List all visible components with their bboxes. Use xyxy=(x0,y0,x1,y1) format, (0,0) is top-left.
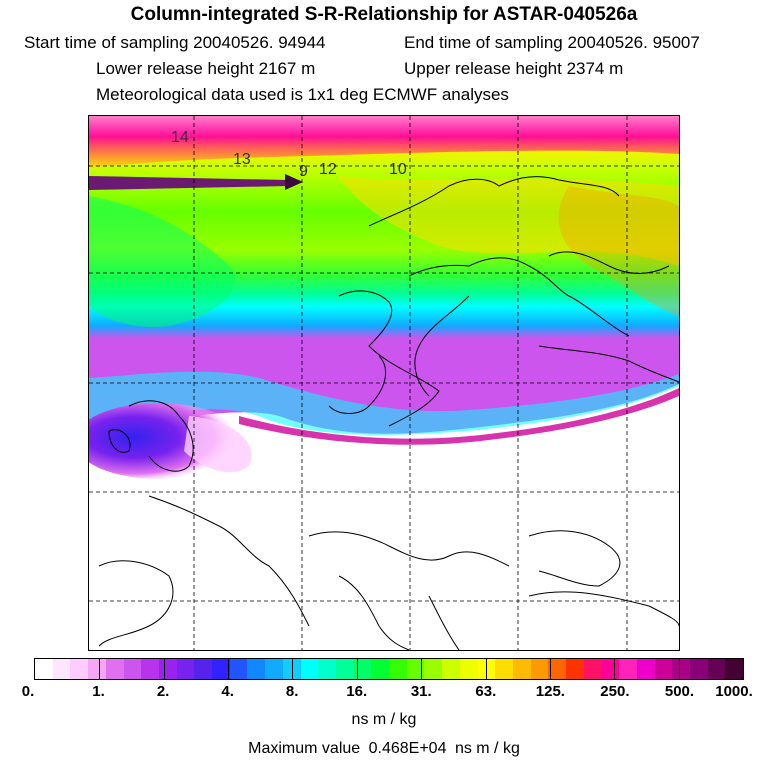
colorbar-separator xyxy=(292,659,294,679)
sensitivity-map: 14 13 12 10 9 xyxy=(88,115,680,651)
colorbar-swatch xyxy=(424,659,443,679)
maximum-value-label: Maximum value xyxy=(248,740,361,757)
map-grid xyxy=(89,116,679,650)
plot-title: Column-integrated S-R-Relationship for A… xyxy=(130,4,638,25)
colorbar-swatch xyxy=(725,659,744,679)
colorbar-tick-label: 31. xyxy=(410,683,432,700)
colorbar-swatch xyxy=(282,659,301,679)
colorbar-tick-label: 125. xyxy=(535,683,565,700)
colorbar-swatch xyxy=(690,659,708,679)
colorbar-swatch xyxy=(442,659,460,679)
colorbar-swatch xyxy=(52,659,71,679)
colorbar-swatch xyxy=(601,659,620,679)
colorbar-units: ns m / kg xyxy=(351,711,417,728)
upper-release-height: Upper release height 2374 m xyxy=(404,59,623,79)
colorbar-swatch xyxy=(566,659,584,679)
end-time: End time of sampling 20040526. 95007 xyxy=(404,33,700,53)
colorbar-swatch xyxy=(194,659,213,679)
colorbar-swatch xyxy=(88,659,106,679)
sensitivity-high-band xyxy=(89,116,679,168)
map-canvas: 14 13 12 10 9 xyxy=(89,116,679,650)
coastlines xyxy=(98,176,679,650)
colorbar-swatch xyxy=(35,659,53,679)
colorbar-swatch xyxy=(247,659,266,679)
sensitivity-orange-east xyxy=(558,186,679,316)
colorbar-separator xyxy=(163,659,165,679)
colorbar-separator xyxy=(485,659,487,679)
start-time-value: 20040526. 94944 xyxy=(193,33,326,52)
lower-height-value: 2167 m xyxy=(258,59,316,78)
colorbar-swatch xyxy=(300,659,319,679)
end-time-value: 20040526. 95007 xyxy=(567,33,700,52)
colorbar-separator xyxy=(678,659,680,679)
lower-release-height: Lower release height 2167 m xyxy=(96,59,315,79)
colorbar xyxy=(34,658,744,680)
colorbar-swatch xyxy=(512,659,531,679)
trajectory-label: 13 xyxy=(233,151,251,168)
sensitivity-green-west xyxy=(89,196,236,327)
colorbar-separator xyxy=(421,659,423,679)
colorbar-swatch xyxy=(707,659,726,679)
upper-height-label: Upper release height xyxy=(404,59,562,78)
colorbar-swatch xyxy=(105,659,124,679)
colorbar-swatch xyxy=(265,659,283,679)
colorbar-tick-label: 8. xyxy=(285,683,299,700)
colorbar-separator xyxy=(549,659,551,679)
trajectory-label: 9 xyxy=(299,163,308,180)
colorbar-tick-label: 0. xyxy=(21,683,35,700)
colorbar-swatch xyxy=(70,659,89,679)
maximum-value: 0.468E+04 xyxy=(368,740,447,757)
sensitivity-yellow-east xyxy=(339,176,679,266)
lower-height-label: Lower release height xyxy=(96,59,254,78)
colorbar-tick-label: 250. xyxy=(600,683,630,700)
trajectory-label: 14 xyxy=(171,129,189,146)
colorbar-separator xyxy=(614,659,616,679)
end-time-label: End time of sampling xyxy=(404,33,563,52)
colorbar-separator xyxy=(356,659,358,679)
maximum-value-units: ns m / kg xyxy=(454,740,520,757)
trajectory-label: 10 xyxy=(389,161,407,178)
colorbar-swatch xyxy=(353,659,372,679)
colorbar-separator xyxy=(99,659,101,679)
colorbar-swatch xyxy=(123,659,142,679)
colorbar-swatch xyxy=(495,659,513,679)
maximum-value-line: Maximum value 0.468E+04 ns m / kg xyxy=(0,740,768,758)
start-time-label: Start time of sampling xyxy=(24,33,189,52)
sensitivity-pink-tail xyxy=(184,416,252,473)
colorbar-swatch xyxy=(158,659,177,679)
colorbar-separator xyxy=(228,659,230,679)
colorbar-tick-label: 2. xyxy=(156,683,170,700)
colorbar-swatch xyxy=(654,659,673,679)
upper-height-value: 2374 m xyxy=(566,59,624,78)
meteorological-data-line: Meteorological data used is 1x1 deg ECMW… xyxy=(96,85,509,104)
colorbar-swatch xyxy=(176,659,195,679)
colorbar-tick-label: 1000. xyxy=(715,683,753,700)
colorbar-tick-label: 16. xyxy=(346,683,368,700)
colorbar-swatch xyxy=(212,659,230,679)
colorbar-swatch xyxy=(459,659,478,679)
colorbar-tick-label: 4. xyxy=(221,683,234,700)
colorbar-tick-label: 1. xyxy=(92,683,105,700)
colorbar-tick-label: 63. xyxy=(475,683,497,700)
colorbar-swatch xyxy=(389,659,407,679)
start-time: Start time of sampling 20040526. 94944 xyxy=(24,33,326,53)
colorbar-swatch xyxy=(229,659,248,679)
colorbar-swatch xyxy=(548,659,567,679)
colorbar-swatch xyxy=(530,659,549,679)
colorbar-swatch xyxy=(141,659,159,679)
colorbar-tick-label: 500. xyxy=(664,683,695,700)
colorbar-swatch xyxy=(371,659,390,679)
colorbar-swatch xyxy=(318,659,336,679)
trajectory-arrow-head xyxy=(285,174,303,190)
colorbar-swatch xyxy=(406,659,425,679)
colorbar-swatch xyxy=(583,659,602,679)
colorbar-swatch xyxy=(672,659,691,679)
sensitivity-cyan-band xyxy=(89,371,679,435)
colorbar-swatch xyxy=(636,659,655,679)
colorbar-swatch xyxy=(619,659,637,679)
trajectory-label: 12 xyxy=(319,161,337,178)
colorbar-swatch xyxy=(335,659,354,679)
